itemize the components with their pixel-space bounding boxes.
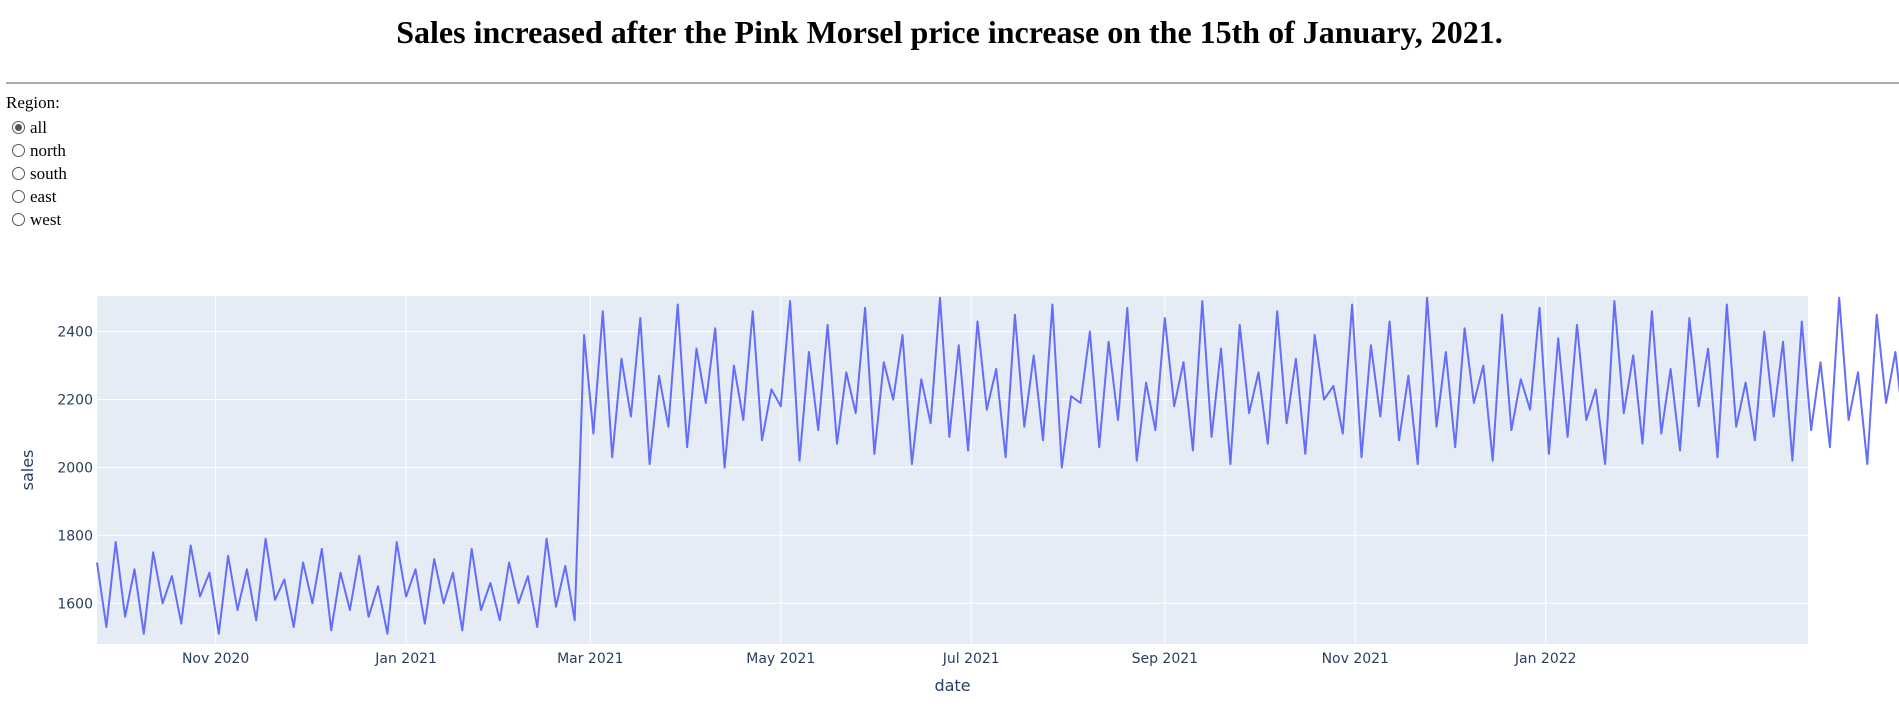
x-tick-label: Jan 2021	[374, 651, 437, 667]
region-option-label: all	[30, 117, 47, 137]
region-option-north[interactable]: north	[6, 139, 67, 162]
page-title: Sales increased after the Pink Morsel pr…	[396, 14, 1503, 50]
y-axis-title: sales	[18, 450, 37, 491]
region-option-east[interactable]: east	[6, 185, 67, 208]
x-tick-label: Jan 2022	[1514, 651, 1577, 667]
radio-button[interactable]	[12, 144, 25, 157]
region-option-label: north	[30, 140, 66, 160]
radio-button[interactable]	[12, 121, 25, 134]
sales-series-line[interactable]	[96, 296, 1899, 635]
sales-line-chart[interactable]: Nov 2020 Jan 2021 Mar 2021 May 2021 Jul 2021…	[0, 280, 1899, 726]
x-axis-ticks: Nov 2020 Jan 2021 Mar 2021 May 2021 Jul 2021…	[182, 651, 1577, 667]
x-tick-label: Nov 2020	[182, 651, 249, 667]
region-filter: Region: all north south east west	[6, 93, 67, 231]
y-tick-label: 2000	[57, 460, 93, 476]
x-axis-title: date	[934, 676, 970, 695]
region-filter-label: Region:	[6, 93, 60, 112]
radio-button[interactable]	[12, 190, 25, 203]
x-tick-label: Jul 2021	[942, 651, 1000, 667]
region-option-all[interactable]: all	[6, 116, 67, 139]
y-tick-label: 2400	[57, 325, 93, 341]
region-option-label: south	[30, 163, 67, 183]
x-tick-label: May 2021	[746, 651, 815, 667]
radio-button[interactable]	[12, 213, 25, 226]
region-option-label: west	[30, 209, 62, 229]
x-tick-label: Sep 2021	[1132, 651, 1198, 667]
y-tick-label: 2200	[57, 393, 93, 409]
x-tick-label: Mar 2021	[557, 651, 624, 667]
x-tick-label: Nov 2021	[1322, 651, 1389, 667]
region-option-south[interactable]: south	[6, 162, 67, 185]
y-axis-ticks: 1600 1800 2000 2200 2400	[57, 325, 93, 613]
y-tick-label: 1600	[57, 596, 93, 612]
region-option-west[interactable]: west	[6, 208, 67, 231]
region-option-label: east	[30, 186, 57, 206]
y-tick-label: 1800	[57, 528, 93, 544]
plot-area[interactable]	[97, 296, 1808, 644]
radio-button[interactable]	[12, 167, 25, 180]
title-divider	[6, 82, 1899, 84]
